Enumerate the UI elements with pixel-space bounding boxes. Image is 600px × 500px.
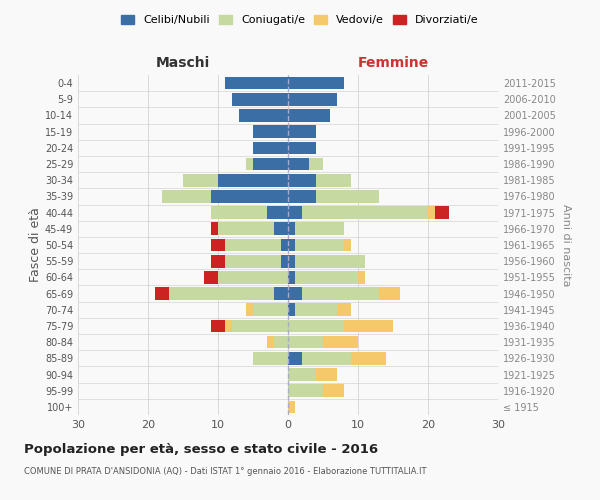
Bar: [288, 320, 344, 332]
Bar: [288, 255, 295, 268]
Bar: [253, 142, 288, 154]
Bar: [288, 384, 323, 397]
Text: Maschi: Maschi: [156, 56, 210, 70]
Bar: [288, 352, 302, 364]
Bar: [288, 304, 295, 316]
Bar: [337, 304, 351, 316]
Bar: [309, 158, 323, 170]
Bar: [253, 352, 288, 364]
Bar: [274, 336, 288, 348]
Text: Popolazione per età, sesso e stato civile - 2016: Popolazione per età, sesso e stato civil…: [24, 442, 378, 456]
Bar: [218, 222, 274, 235]
Bar: [379, 288, 400, 300]
Text: Femmine: Femmine: [358, 56, 428, 70]
Bar: [246, 158, 253, 170]
Bar: [316, 174, 351, 186]
Bar: [344, 238, 351, 252]
Bar: [211, 320, 225, 332]
Bar: [267, 336, 274, 348]
Bar: [295, 271, 358, 283]
Bar: [288, 158, 309, 170]
Bar: [302, 206, 428, 219]
Bar: [211, 238, 225, 252]
Bar: [281, 255, 288, 268]
Bar: [288, 174, 316, 186]
Y-axis label: Fasce di età: Fasce di età: [29, 208, 42, 282]
Bar: [225, 238, 281, 252]
Y-axis label: Anni di nascita: Anni di nascita: [561, 204, 571, 286]
Bar: [225, 255, 281, 268]
Bar: [288, 206, 302, 219]
Bar: [218, 174, 288, 186]
Bar: [211, 190, 288, 202]
Bar: [295, 222, 344, 235]
Bar: [281, 238, 288, 252]
Bar: [288, 77, 344, 90]
Bar: [288, 93, 337, 106]
Bar: [253, 304, 288, 316]
Bar: [232, 93, 288, 106]
Bar: [162, 190, 211, 202]
Bar: [295, 238, 344, 252]
Bar: [428, 206, 435, 219]
Bar: [288, 271, 295, 283]
Bar: [435, 206, 449, 219]
Bar: [316, 368, 337, 381]
Bar: [225, 77, 288, 90]
Bar: [274, 222, 288, 235]
Bar: [288, 400, 295, 413]
Bar: [155, 288, 169, 300]
Bar: [302, 352, 351, 364]
Bar: [225, 320, 232, 332]
Bar: [295, 304, 337, 316]
Bar: [323, 384, 344, 397]
Bar: [204, 271, 218, 283]
Bar: [232, 320, 288, 332]
Bar: [288, 238, 295, 252]
Bar: [316, 190, 379, 202]
Bar: [351, 352, 386, 364]
Text: COMUNE DI PRATA D'ANSIDONIA (AQ) - Dati ISTAT 1° gennaio 2016 - Elaborazione TUT: COMUNE DI PRATA D'ANSIDONIA (AQ) - Dati …: [24, 468, 427, 476]
Bar: [274, 288, 288, 300]
Bar: [288, 222, 295, 235]
Bar: [288, 288, 302, 300]
Bar: [183, 174, 218, 186]
Bar: [344, 320, 393, 332]
Bar: [218, 271, 288, 283]
Bar: [253, 158, 288, 170]
Bar: [288, 336, 323, 348]
Bar: [169, 288, 274, 300]
Bar: [288, 126, 316, 138]
Bar: [295, 255, 365, 268]
Bar: [211, 255, 225, 268]
Bar: [246, 304, 253, 316]
Bar: [253, 126, 288, 138]
Legend: Celibi/Nubili, Coniugati/e, Vedovi/e, Divorziati/e: Celibi/Nubili, Coniugati/e, Vedovi/e, Di…: [117, 10, 483, 30]
Bar: [323, 336, 358, 348]
Bar: [267, 206, 288, 219]
Bar: [239, 109, 288, 122]
Bar: [211, 206, 267, 219]
Bar: [302, 288, 379, 300]
Bar: [211, 222, 218, 235]
Bar: [288, 190, 316, 202]
Bar: [288, 109, 330, 122]
Bar: [358, 271, 365, 283]
Bar: [288, 368, 316, 381]
Bar: [288, 142, 316, 154]
